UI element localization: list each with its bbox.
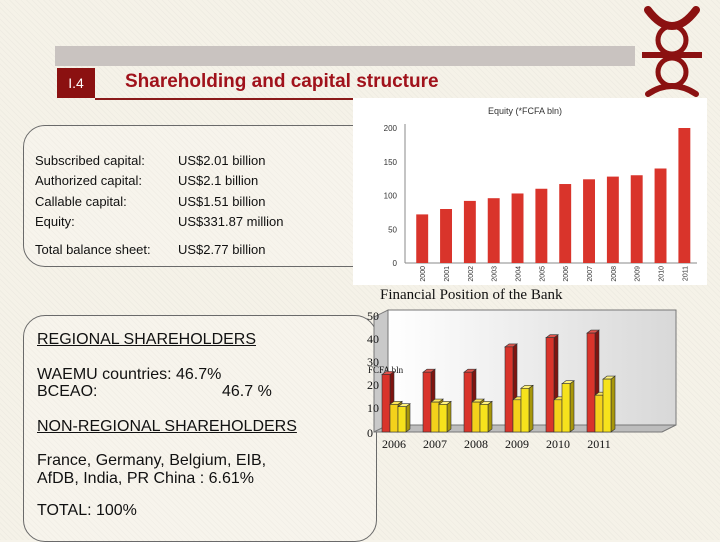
capital-label-callable: Callable capital: bbox=[35, 194, 127, 209]
fin-bar-2009-series-3 bbox=[520, 384, 534, 433]
fin-x-tick-2008: 2008 bbox=[464, 437, 488, 451]
equity-bar-2004 bbox=[511, 193, 524, 263]
equity-x-tick-2011: 2011 bbox=[682, 266, 689, 281]
slide-number: I.4 bbox=[57, 68, 95, 98]
capital-label-subscribed: Subscribed capital: bbox=[35, 153, 145, 168]
equity-y-tick-2: 100 bbox=[384, 192, 398, 201]
equity-bar-2001 bbox=[440, 209, 452, 263]
equity-x-tick-2007: 2007 bbox=[587, 266, 594, 282]
fin-y-tick-3: 30 bbox=[367, 355, 379, 369]
equity-x-tick-2009: 2009 bbox=[635, 266, 642, 282]
equity-bar-2000 bbox=[416, 214, 429, 263]
fin-bar-2006-series-3 bbox=[397, 403, 411, 433]
equity-bar-2009 bbox=[630, 175, 643, 263]
equity-chart: Equity (*FCFA bln) 0 50 100 150 200 2000 2001 20… bbox=[384, 106, 697, 282]
equity-bar-2005 bbox=[535, 188, 548, 263]
nonregional-line-1: France, Germany, Belgium, EIB, bbox=[37, 452, 267, 469]
equity-x-tick-2002: 2002 bbox=[468, 266, 475, 282]
equity-x-tick-2008: 2008 bbox=[611, 266, 618, 282]
equity-y-tick-3: 150 bbox=[384, 158, 398, 167]
nonregional-heading: NON-REGIONAL SHAREHOLDERS bbox=[37, 418, 297, 435]
capital-summary-panel bbox=[23, 125, 405, 267]
capital-value-subscribed: US$2.01 billion bbox=[178, 153, 266, 168]
financial-position-chart-panel: 0 10 20 30 40 50 FCFA bln 2006 2007 2008 2009 2010 2… bbox=[352, 305, 720, 465]
capital-label-authorized: Authorized capital: bbox=[35, 173, 142, 188]
fin-y-tick-4: 40 bbox=[367, 332, 379, 346]
equity-bar-2003 bbox=[487, 198, 500, 263]
fin-x-tick-2010: 2010 bbox=[546, 437, 570, 451]
equity-x-tick-2004: 2004 bbox=[516, 266, 523, 282]
capital-label-equity: Equity: bbox=[35, 214, 75, 229]
fin-x-tick-2011: 2011 bbox=[587, 437, 611, 451]
equity-chart-panel: Equity (*FCFA bln) 0 50 100 150 200 2000 2001 20… bbox=[353, 98, 707, 285]
fin-bar-2007-series-3 bbox=[438, 400, 452, 433]
total-balance-value: US$2.77 billion bbox=[178, 242, 266, 257]
equity-y-tick-1: 50 bbox=[388, 225, 397, 234]
equity-bar-2011 bbox=[678, 128, 691, 263]
total-balance-label: Total balance sheet: bbox=[35, 242, 151, 257]
equity-y-tick-0: 0 bbox=[393, 259, 398, 268]
equity-bar-2010 bbox=[654, 168, 667, 263]
header-band bbox=[55, 46, 635, 66]
capital-value-callable: US$1.51 billion bbox=[178, 194, 266, 209]
bceao-value: 46.7 % bbox=[222, 383, 272, 400]
equity-bar-2006 bbox=[559, 184, 572, 263]
total-share: TOTAL: 100% bbox=[37, 502, 137, 519]
capital-value-equity: US$331.87 million bbox=[178, 214, 284, 229]
equity-chart-title: Equity (*FCFA bln) bbox=[488, 106, 562, 116]
fin-bar-2008-series-3 bbox=[479, 400, 493, 433]
regional-heading: REGIONAL SHAREHOLDERS bbox=[37, 331, 257, 348]
waemu-share: WAEMU countries: 46.7% bbox=[37, 366, 222, 383]
nonregional-line-2: AfDB, India, PR China : 6.61% bbox=[37, 470, 254, 487]
equity-x-tick-2000: 2000 bbox=[420, 266, 427, 282]
equity-bar-2007 bbox=[583, 179, 595, 263]
fin-y-tick-1: 10 bbox=[367, 401, 379, 415]
equity-x-tick-2005: 2005 bbox=[539, 266, 546, 282]
fin-x-tick-2007: 2007 bbox=[423, 437, 447, 451]
equity-x-tick-2003: 2003 bbox=[492, 266, 499, 282]
page-title: Shareholding and capital structure bbox=[125, 71, 439, 92]
fin-bar-2010-series-3 bbox=[561, 380, 575, 433]
fin-bar-2011-series-3 bbox=[602, 375, 616, 433]
fin-x-tick-2009: 2009 bbox=[505, 437, 529, 451]
equity-bar-2002 bbox=[463, 200, 476, 263]
equity-bar-2008 bbox=[606, 176, 619, 263]
equity-x-tick-2010: 2010 bbox=[659, 266, 666, 282]
bank-logo-icon bbox=[642, 6, 702, 97]
bceao-label: BCEAO: bbox=[37, 383, 98, 400]
fin-y-tick-2: 20 bbox=[367, 378, 379, 392]
fin-x-tick-2006: 2006 bbox=[382, 437, 406, 451]
equity-y-tick-4: 200 bbox=[384, 124, 398, 133]
fin-y-axis-label: FCFA bln bbox=[368, 365, 404, 375]
financial-position-chart: 0 10 20 30 40 50 FCFA bln 2006 2007 2008 2009 2010 2… bbox=[367, 309, 677, 451]
capital-value-authorized: US$2.1 billion bbox=[178, 173, 259, 188]
financial-position-caption: Financial Position of the Bank bbox=[380, 287, 563, 303]
fin-y-tick-5: 50 bbox=[367, 309, 379, 323]
equity-x-tick-2001: 2001 bbox=[444, 266, 451, 282]
equity-x-tick-2006: 2006 bbox=[563, 266, 570, 282]
fin-y-tick-0: 0 bbox=[367, 426, 373, 440]
